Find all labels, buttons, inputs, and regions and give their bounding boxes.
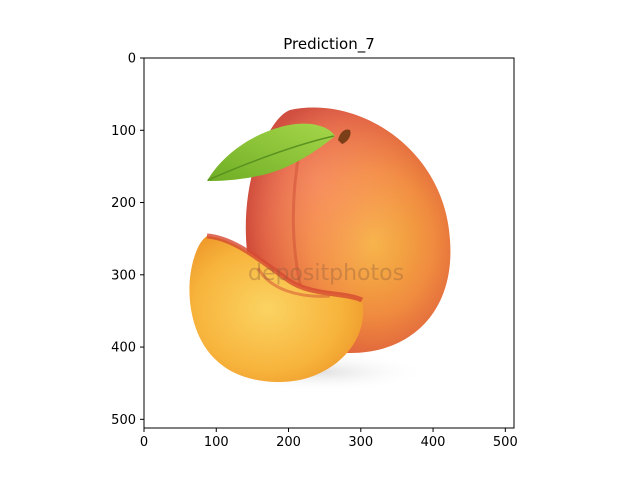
watermark: depositphotos [248, 261, 404, 286]
x-tick-label: 300 [348, 435, 373, 450]
y-tick-label: 400 [111, 341, 136, 356]
y-tick-label: 500 [111, 413, 136, 428]
leaf-vein [207, 135, 335, 181]
slice-skin [206, 233, 364, 303]
peach-stem [338, 129, 351, 144]
chart-title: Prediction_7 [283, 35, 375, 54]
y-tick-label: 200 [111, 196, 136, 211]
x-tick-label: 200 [276, 435, 301, 450]
slice-pit-edge [256, 267, 331, 298]
x-tick-label: 0 [140, 435, 148, 450]
image-area: depositphotos [144, 58, 514, 428]
y-tick-label: 100 [111, 124, 136, 139]
x-tick-label: 500 [493, 435, 518, 450]
peach-slice [189, 236, 364, 383]
x-tick-label: 100 [204, 435, 229, 450]
peach-crease [291, 147, 302, 286]
x-tick-label: 400 [421, 435, 446, 450]
x-axis-ticks: 0 100 200 300 400 500 [140, 428, 518, 450]
y-axis-ticks: 0 100 200 300 400 500 [111, 52, 144, 428]
axes-frame [143, 57, 515, 429]
y-tick-label: 0 [128, 52, 136, 67]
y-tick-label: 300 [111, 268, 136, 283]
